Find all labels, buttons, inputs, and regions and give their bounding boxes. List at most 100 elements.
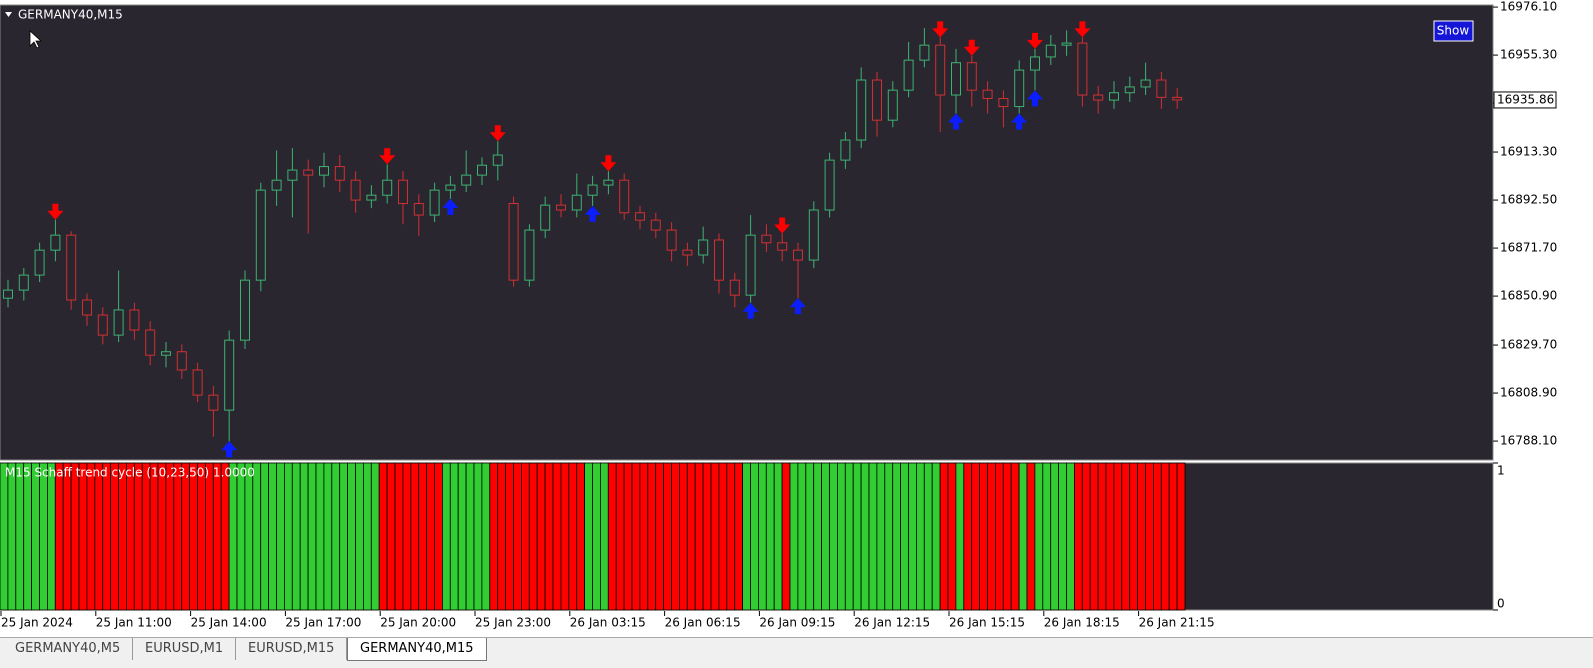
stc-bar [54,462,64,611]
stc-bar [1145,462,1154,611]
x-tick-label: 26 Jan 18:15 [1044,616,1120,630]
candle-body [319,166,329,176]
candle-body [18,274,29,291]
candle-body [714,239,724,281]
sell-arrow [489,125,506,142]
stc-bar [600,462,609,611]
sell-arrow [932,21,949,38]
candle-body [82,299,92,316]
stc-bar [228,462,238,611]
candle-body [824,159,835,211]
collapse-icon[interactable] [5,12,12,17]
x-tick-label: 26 Jan 21:15 [1139,616,1215,630]
buy-arrow [221,441,238,458]
show-button[interactable] [1433,20,1474,42]
y-tick-label: 16913.30 [1500,145,1557,159]
y-tick-label: 16976.10 [1500,0,1557,14]
candle-body [761,234,772,244]
stc-bar [852,462,862,611]
stc-bar [78,462,88,611]
candle-body [145,329,156,356]
stc-bar [868,462,878,611]
x-tick-label: 25 Jan 20:00 [380,616,456,630]
stc-bar [813,462,823,611]
stc-bar [829,462,838,611]
price-tag [1493,91,1557,109]
candle-body [840,139,851,161]
sell-arrow [600,155,617,172]
candle-body [603,179,614,186]
stc-bar [1074,462,1083,611]
stc-bar [173,462,183,611]
tab[interactable]: GERMANY40,M5 [3,638,134,660]
y-tick-label: 16850.90 [1500,289,1557,303]
stc-bar [441,462,451,611]
stc-bar [1042,462,1052,611]
stc-bar [837,462,846,611]
stc-bar [647,462,657,611]
stc-bar [623,462,633,611]
stc-bar [299,462,309,611]
stc-bar [923,462,933,611]
candle-body [240,279,250,341]
stc-bar [513,462,522,611]
stc-bar [955,462,965,611]
stc-bar [370,462,380,611]
candle-body [1045,44,1056,58]
stc-bar [987,462,996,611]
stc-bar [679,462,688,611]
candle-body [1124,86,1135,94]
stc-bar [947,462,957,611]
stc-bar [1168,462,1178,611]
stc-bar [758,462,767,611]
stc-bar [126,462,135,611]
stc-bar [1121,462,1131,611]
candle-body [97,314,108,336]
stc-bar [347,462,356,611]
candle-body [113,309,124,336]
tab[interactable]: EURUSD,M15 [236,638,348,660]
candle-body [161,351,171,356]
stc-bar [323,462,333,611]
tab[interactable]: GERMANY40,M15 [347,638,487,661]
stc-bar [1066,462,1075,611]
candle-body [903,59,914,91]
candle-body [34,249,45,276]
candle-body [224,339,235,411]
stc-bar [481,462,491,611]
x-tick-label: 25 Jan 2024 [1,616,73,630]
y-tick-label: 16788.10 [1500,434,1557,448]
tab[interactable]: EURUSD,M1 [133,638,237,660]
indicator-label: M15 Schaff trend cycle (10,23,50) 1.0000 [5,466,255,480]
candle-body [429,189,440,216]
chart: GERMANY40,M15 M15 Schaff trend cycle (10… [0,0,1557,630]
candle-body [856,79,867,141]
x-tick-label: 26 Jan 06:15 [665,616,741,630]
candle-body [3,289,13,299]
stc-bar [204,462,214,611]
cursor [29,30,43,49]
stc-bar [457,462,467,611]
candle-body [350,179,361,201]
stc-bar [963,462,973,611]
candle-body [176,351,187,371]
stc-bar [236,462,246,611]
sell-arrow [774,217,791,234]
stc-bar [544,462,554,611]
stc-bar [39,462,48,611]
stc-bar [686,462,696,611]
stc-bar [1137,462,1146,611]
stc-bar [1105,462,1115,611]
candle-body [208,394,219,411]
stc-bar [1058,462,1067,611]
stc-bar [434,462,443,611]
stc-bar [742,462,751,611]
sell-arrow [47,203,64,220]
candle-body [619,179,630,214]
tab-bar: GERMANY40,M5 EURUSD,M1 EURUSD,M15 GERMANY40… [0,637,1593,668]
show-button-label[interactable]: Show [1437,24,1470,38]
stc-bar [252,462,262,611]
candle-body [571,194,582,211]
stc-bar [1160,462,1170,611]
